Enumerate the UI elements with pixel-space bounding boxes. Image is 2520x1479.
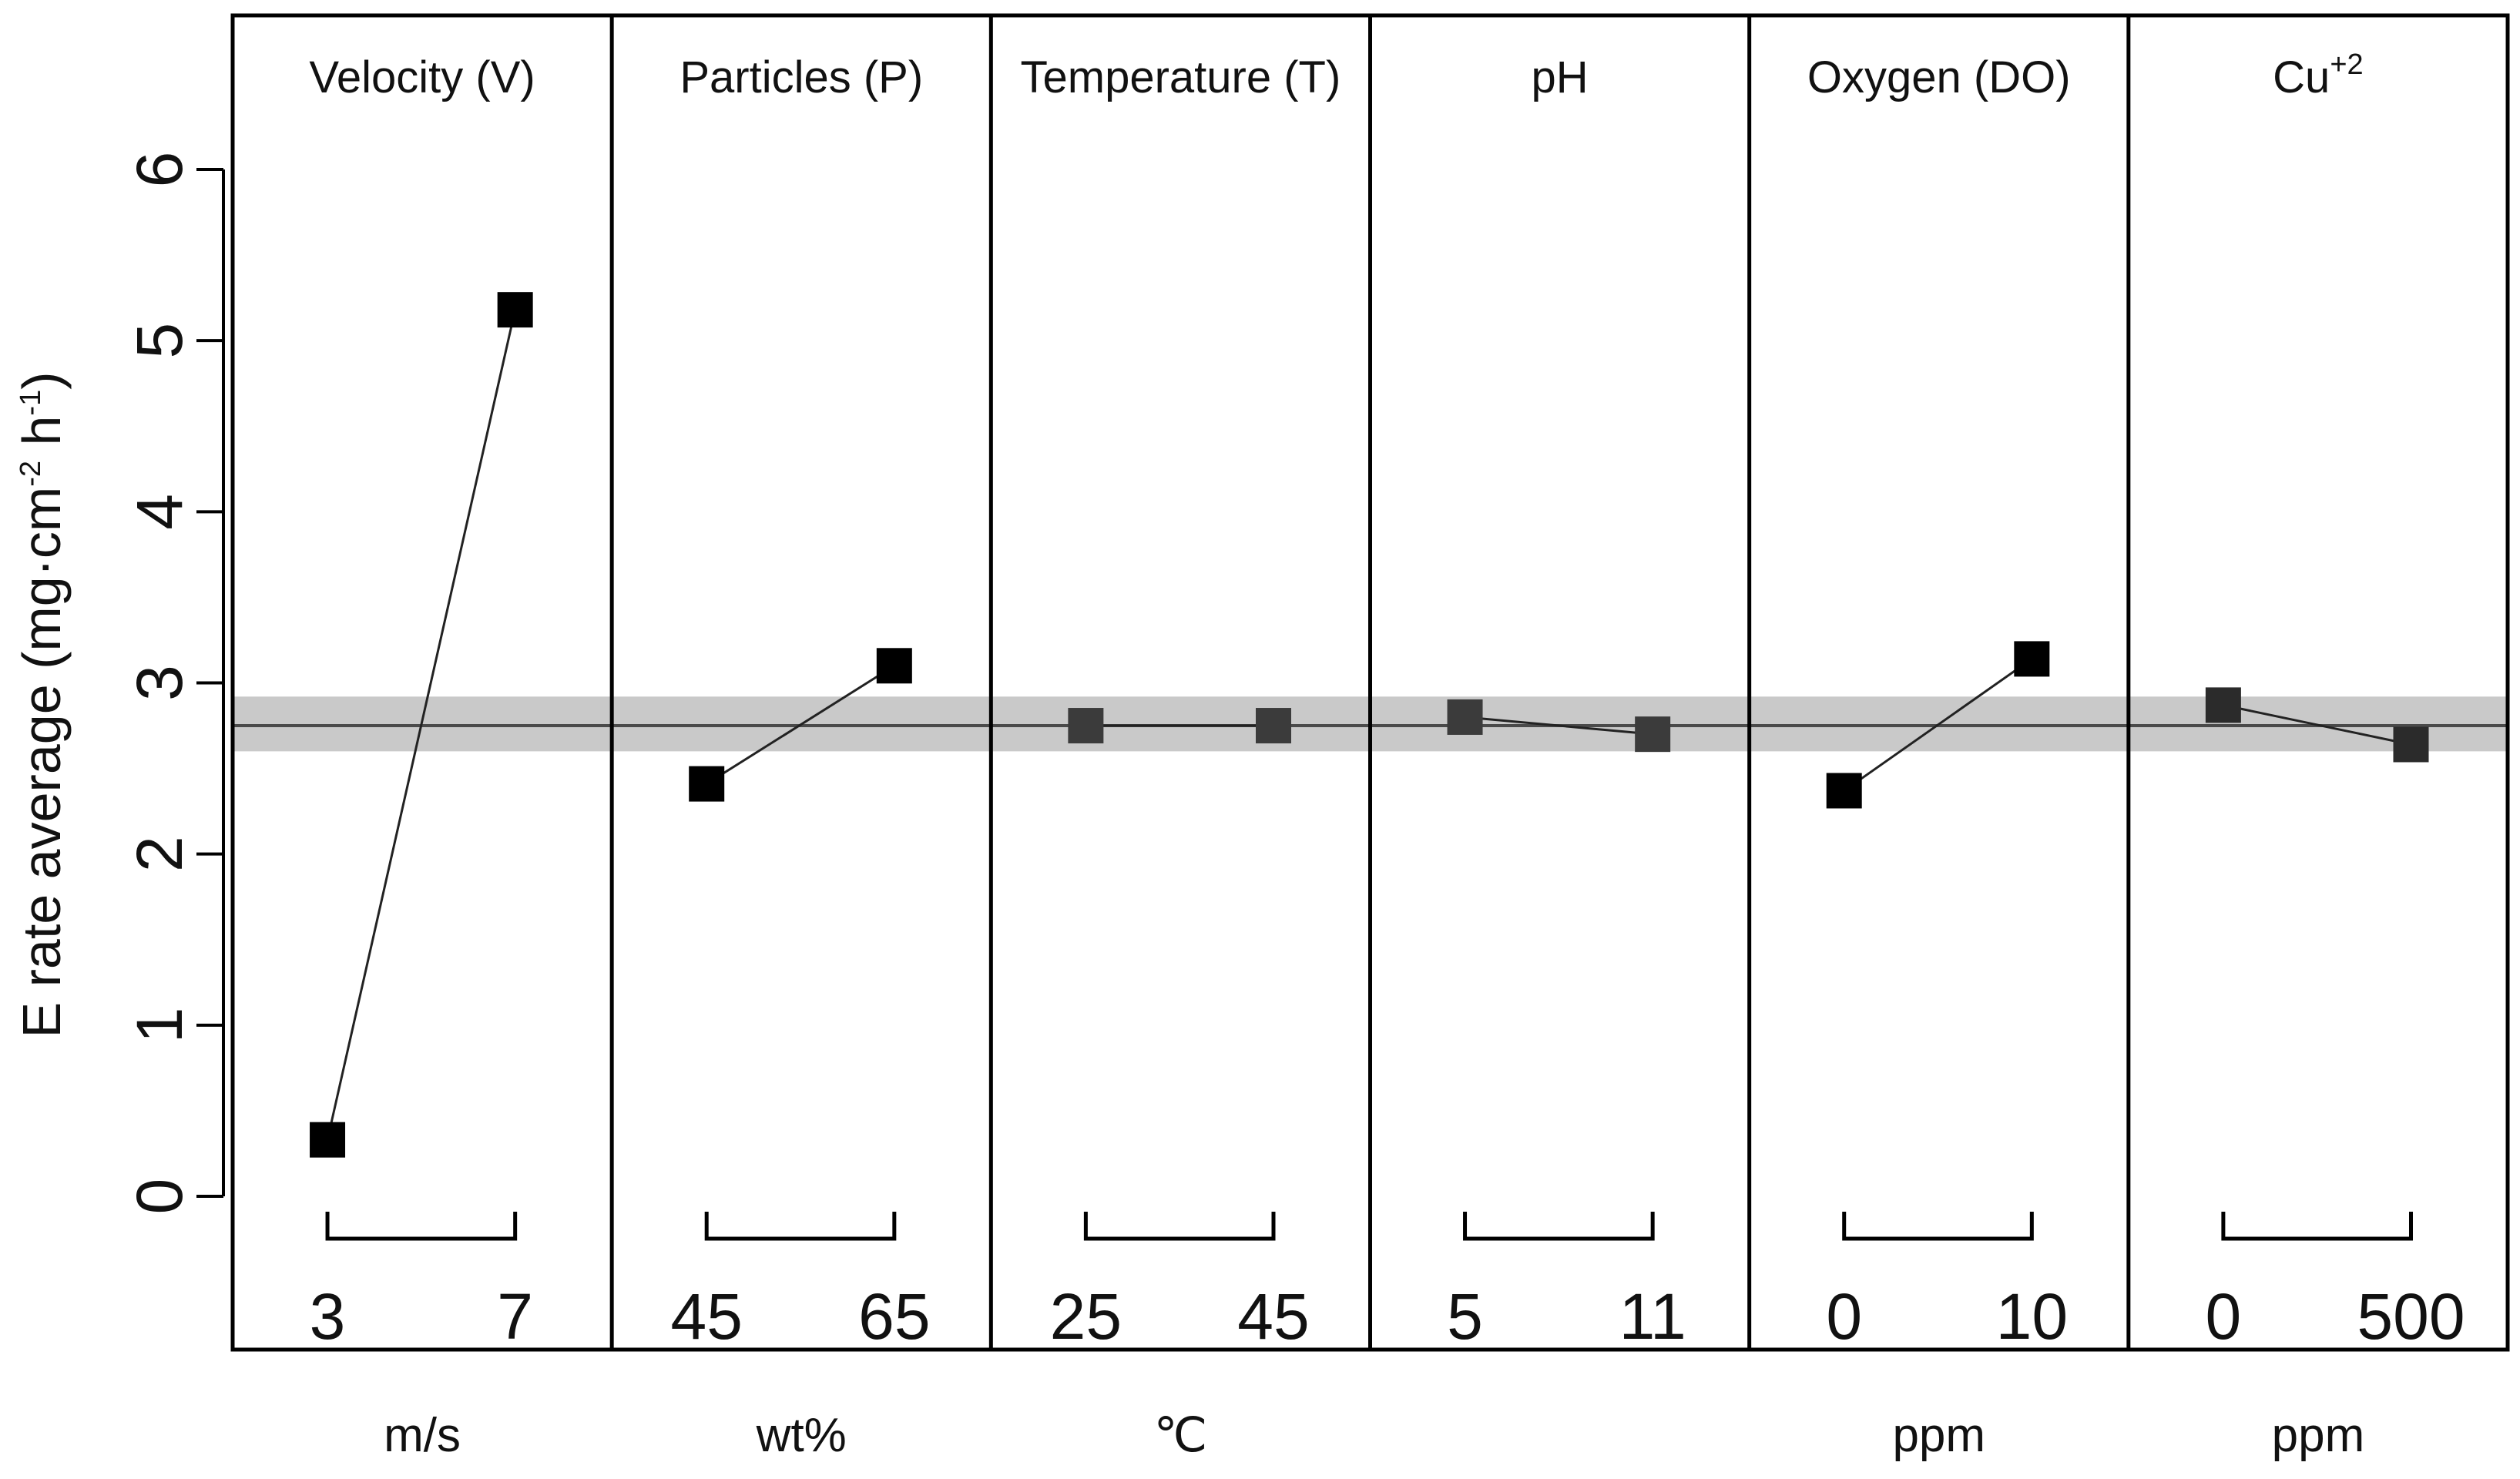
y-tick-label: 3 xyxy=(123,665,196,701)
panel-unit: ℃ xyxy=(1154,1409,1208,1462)
level-label: 45 xyxy=(670,1280,742,1353)
y-tick-label: 5 xyxy=(123,323,196,359)
panels-layer: Velocity (V) 3 7 m/s Particles (P) 45 65 wt% Tem… xyxy=(309,49,2465,1462)
effect-line xyxy=(2223,703,2411,746)
data-point xyxy=(2205,687,2241,723)
level-bracket xyxy=(1463,1212,1655,1241)
level-bracket xyxy=(704,1212,897,1241)
effect-line xyxy=(706,665,895,785)
panel-title: pH xyxy=(1532,52,1589,102)
panel: Cu+2 0 500 ppm xyxy=(2206,49,2465,1462)
y-tick-label: 1 xyxy=(123,1007,196,1043)
effect-line xyxy=(1465,716,1653,736)
panel-unit: m/s xyxy=(384,1409,461,1462)
data-point xyxy=(310,1122,346,1158)
level-bracket xyxy=(2221,1212,2413,1241)
y-axis-label: E rate average (mg·cm-2 h-1) xyxy=(12,371,72,1038)
y-tick-label: 4 xyxy=(123,494,196,530)
panel-title: Cu+2 xyxy=(2273,49,2363,102)
panel-title: Velocity (V) xyxy=(309,52,535,102)
frame-layer xyxy=(230,13,2510,1352)
y-tick-label: 6 xyxy=(123,152,196,188)
data-point xyxy=(497,292,533,328)
panel: Oxygen (DO) 0 10 ppm xyxy=(1807,52,2071,1462)
panel-title: Particles (P) xyxy=(679,52,923,102)
level-label: 7 xyxy=(497,1280,533,1353)
level-label: 500 xyxy=(2357,1280,2465,1353)
y-axis-label-text: E rate average (mg·cm-2 h-1) xyxy=(12,371,72,1038)
data-point xyxy=(1255,708,1291,744)
data-point xyxy=(689,766,725,802)
level-bracket xyxy=(325,1212,518,1241)
data-point xyxy=(1447,699,1483,735)
data-point xyxy=(1068,708,1104,744)
panel: Temperature (T) 25 45 ℃ xyxy=(1021,52,1341,1462)
panel-title: Temperature (T) xyxy=(1021,52,1341,102)
level-label: 0 xyxy=(2206,1280,2242,1353)
y-tick-label: 2 xyxy=(123,836,196,872)
level-bracket xyxy=(1083,1212,1276,1241)
level-label: 25 xyxy=(1050,1280,1122,1353)
data-point xyxy=(2014,641,2050,677)
data-point xyxy=(876,648,912,684)
panel-unit: wt% xyxy=(756,1409,847,1462)
panel-title: Oxygen (DO) xyxy=(1807,52,2071,102)
data-point xyxy=(2393,726,2429,763)
y-tick-label: 0 xyxy=(123,1179,196,1215)
level-label: 5 xyxy=(1447,1280,1483,1353)
panel-unit: ppm xyxy=(2272,1409,2365,1462)
level-label: 45 xyxy=(1237,1280,1309,1353)
level-label: 0 xyxy=(1826,1280,1862,1353)
panel-unit: ppm xyxy=(1892,1409,1985,1462)
panel: Velocity (V) 3 7 m/s xyxy=(309,52,535,1462)
level-label: 65 xyxy=(858,1280,930,1353)
level-label: 10 xyxy=(1996,1280,2068,1353)
level-label: 11 xyxy=(1619,1280,1686,1353)
data-point xyxy=(1826,773,1862,809)
panel: Particles (P) 45 65 wt% xyxy=(670,52,930,1462)
effect-line xyxy=(326,309,517,1141)
data-point xyxy=(1635,716,1671,753)
effect-line xyxy=(1843,658,2033,792)
level-bracket xyxy=(1842,1212,2034,1241)
level-label: 3 xyxy=(310,1280,346,1353)
panel: pH 5 11 xyxy=(1447,52,1686,1353)
y-axis: 0 1 2 3 4 5 6 xyxy=(123,152,225,1215)
